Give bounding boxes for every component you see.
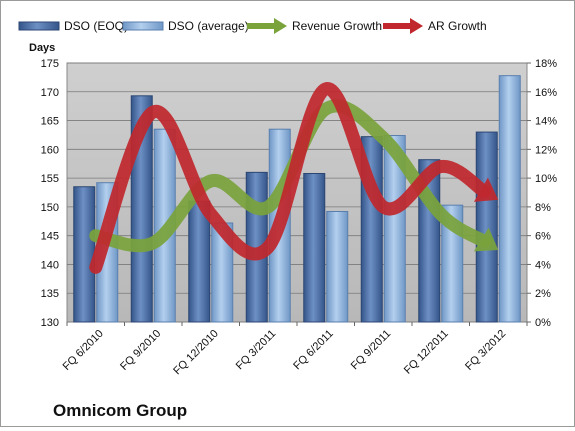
bar-dso-eoq <box>475 131 498 323</box>
x-tick-label: FQ 12/2010 <box>171 328 221 378</box>
bar-dso-average <box>383 135 406 323</box>
legend-label-ar-growth: AR Growth <box>428 19 487 33</box>
y2-tick-label: 0% <box>535 317 551 329</box>
legend-arrow-ar-growth <box>410 18 423 34</box>
legend-label-revenue-growth: Revenue Growth <box>292 19 382 33</box>
ar-growth-line <box>89 82 491 274</box>
legend-arrow-revenue-growth <box>274 18 287 34</box>
x-tick-label: FQ 3/2012 <box>463 328 508 373</box>
y-tick-label: 155 <box>41 173 59 185</box>
y2-tick-label: 10% <box>535 173 557 185</box>
y-tick-label: 130 <box>41 317 59 329</box>
bar-dso-eoq <box>73 186 96 323</box>
y2-tick-label: 18% <box>535 58 557 70</box>
x-tick-label: FQ 3/2011 <box>234 328 279 373</box>
y-tick-label: 160 <box>41 144 59 156</box>
ar-growth-arrowhead <box>473 177 499 202</box>
bar-dso-average <box>326 210 349 323</box>
y2-tick-label: 2% <box>535 288 551 300</box>
y-tick-label: 140 <box>41 259 59 271</box>
y2-tick-label: 8% <box>535 202 551 214</box>
x-tick-label: FQ 12/2011 <box>402 328 451 377</box>
y-tick-label: 175 <box>41 58 59 70</box>
y-tick-label: 145 <box>41 231 59 243</box>
y-axis-label: Days <box>29 42 55 54</box>
y2-tick-label: 16% <box>535 87 557 99</box>
legend-swatch-dso-average- <box>122 21 164 31</box>
y2-tick-label: 6% <box>535 231 551 243</box>
legend-label-dso-average-: DSO (average) <box>168 19 249 33</box>
x-tick-label: FQ 9/2010 <box>118 328 163 373</box>
bar-dso-average <box>498 75 521 323</box>
revenue-growth-arrowhead <box>473 227 499 252</box>
legend-label-dso-eoq-: DSO (EOQ) <box>64 19 128 33</box>
x-tick-label: FQ 6/2011 <box>291 328 336 373</box>
y-tick-label: 165 <box>41 116 59 128</box>
x-tick-label: FQ 9/2011 <box>349 328 394 373</box>
chart-title: Omnicom Group <box>53 401 187 420</box>
y2-tick-label: 12% <box>535 144 557 156</box>
y2-tick-label: 4% <box>535 259 551 271</box>
y-tick-label: 135 <box>41 288 59 300</box>
x-tick-label: FQ 6/2010 <box>61 328 106 373</box>
y2-tick-label: 14% <box>535 116 557 128</box>
y-tick-label: 150 <box>41 202 59 214</box>
bar-dso-eoq <box>188 200 211 323</box>
bar-dso-eoq <box>303 173 326 323</box>
legend-swatch-dso-eoq- <box>18 21 60 31</box>
y-tick-label: 170 <box>41 87 59 99</box>
